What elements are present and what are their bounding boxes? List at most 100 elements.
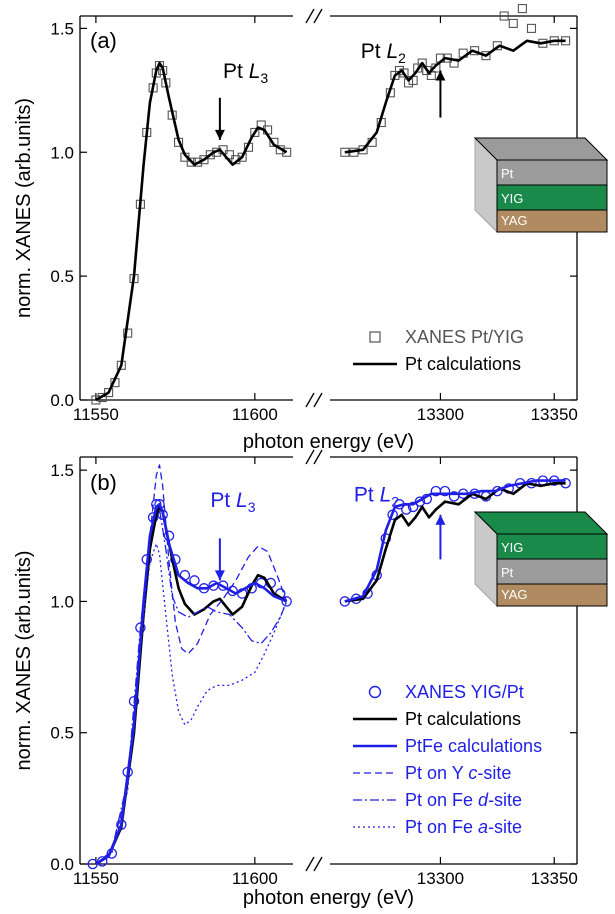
inset-layer-label: Pt — [501, 565, 514, 580]
data-point-square — [186, 157, 196, 167]
data-point-square — [104, 388, 114, 398]
legend-marker-square — [369, 331, 381, 343]
inset-side-face — [474, 510, 498, 608]
x-tick-label: 13300 — [417, 405, 464, 424]
x-tick-label: 13300 — [417, 869, 464, 888]
inset-layer-label: YAG — [501, 587, 528, 602]
panel-b: 0.0 0.5 1.0 1.5 11550 11600 13300 13350 photon e… — [13, 449, 609, 909]
legend-label: Pt on Fe d-site — [405, 790, 522, 810]
series-line — [95, 506, 288, 865]
layer-stack-inset: Pt YIG YAG — [473, 136, 609, 234]
y-tick-label: 0.0 — [50, 855, 74, 874]
x-axis-label: photon energy (eV) — [243, 887, 414, 909]
series-line — [95, 464, 288, 865]
data-point-square — [508, 18, 518, 28]
legend-label: XANES YIG/Pt — [405, 682, 524, 702]
inset-layer-label: Pt — [501, 166, 514, 181]
inset-layer-label: YIG — [501, 540, 523, 555]
panel-tag: (b) — [90, 470, 117, 495]
data-point-circle — [217, 580, 229, 591]
data-point-square — [499, 11, 509, 21]
data-point-square — [282, 147, 292, 157]
legend-label: PtFe calculations — [405, 736, 542, 756]
series-pt-on-fe-d-site — [95, 506, 288, 865]
data-point-square — [413, 63, 423, 73]
y-tick-label: 0.5 — [50, 267, 74, 286]
y-tick-label: 1.5 — [50, 19, 74, 38]
panel-tag: (a) — [90, 28, 117, 53]
x-tick-label: 13350 — [531, 405, 578, 424]
data-point-circle — [407, 501, 419, 513]
axis-break-mark — [313, 856, 323, 872]
y-tick-label: 0.5 — [50, 724, 74, 743]
y-tick-label: 1.5 — [50, 461, 74, 480]
legend-label: Pt on Y c-site — [405, 763, 511, 783]
inset-layer-front — [496, 209, 608, 233]
data-point-square — [394, 65, 405, 76]
legend-marker-circle — [368, 685, 382, 699]
legend: XANES YIG/Pt Pt calculations PtFe calculat… — [353, 682, 542, 837]
axis-break-mark — [305, 392, 315, 408]
data-point-square — [91, 395, 101, 405]
axis-break-mark — [313, 392, 323, 408]
legend: XANES Pt/YIG Pt calculations — [353, 327, 524, 374]
series-line — [95, 61, 288, 402]
arrow-head — [435, 514, 446, 525]
data-point-square — [250, 127, 260, 137]
data-point-square — [154, 60, 165, 71]
data-point-square — [237, 152, 247, 162]
arrow-head — [214, 129, 225, 140]
x-tick-label: 11600 — [232, 869, 278, 888]
series-line — [344, 39, 566, 154]
inset-side-face — [474, 136, 498, 234]
arrow-head — [214, 570, 225, 581]
axis-break-mark — [305, 856, 315, 872]
y-axis-label: norm. XANES (arb.units) — [13, 550, 35, 770]
data-point-circle — [189, 575, 200, 586]
y-tick-label: 1.0 — [50, 143, 74, 162]
edge-label: Pt L2 — [354, 484, 399, 510]
data-point-circle — [97, 856, 108, 867]
x-tick-label: 11550 — [73, 869, 119, 888]
edge-label: Pt L3 — [223, 60, 268, 86]
series-line — [344, 479, 566, 603]
axis-break-mark — [313, 449, 323, 465]
inset-layer-label: YIG — [501, 191, 523, 206]
x-tick-label: 11550 — [73, 405, 119, 424]
inset-top-face — [473, 511, 609, 535]
legend-label: XANES Pt/YIG — [405, 327, 524, 347]
series-line — [95, 505, 288, 866]
y-tick-label: 1.0 — [50, 592, 74, 611]
axis-break-mark — [313, 8, 323, 24]
data-point-square — [481, 51, 491, 61]
edge-label: Pt L2 — [361, 40, 406, 66]
legend-label: Pt on Fe a-site — [405, 817, 522, 837]
inset-layer-front — [496, 583, 608, 607]
legend-label: Pt calculations — [405, 709, 521, 729]
data-point-circle — [281, 596, 292, 607]
data-point-circle — [439, 485, 451, 497]
axis-break-mark — [305, 8, 315, 24]
series-line — [344, 482, 566, 603]
x-tick-label: 13350 — [531, 869, 578, 888]
data-point-square — [269, 137, 279, 147]
inset-layer-front — [496, 558, 608, 585]
data-point-square — [199, 155, 209, 165]
arrow-head — [435, 70, 446, 81]
y-axis-label: norm. XANES (arb.units) — [13, 98, 35, 318]
data-point-square — [417, 58, 427, 68]
data-point-square — [517, 4, 527, 14]
legend-label: Pt calculations — [405, 354, 521, 374]
series-line — [95, 543, 288, 865]
data-point-square — [526, 23, 537, 33]
inset-layer-front — [496, 159, 608, 186]
layer-stack-inset: YIG Pt YAG — [473, 510, 609, 608]
panel-a: 0.0 0.5 1.0 1.5 11550 11600 13300 13350 photon e… — [13, 4, 609, 453]
series-pt-calculations — [95, 39, 566, 402]
inset-layer-front — [496, 533, 608, 560]
series-pt-on-y-c-site — [95, 464, 288, 865]
data-point-circle — [227, 585, 238, 597]
series-pt-on-fe-a-site — [95, 543, 288, 865]
x-tick-label: 11600 — [232, 405, 278, 424]
